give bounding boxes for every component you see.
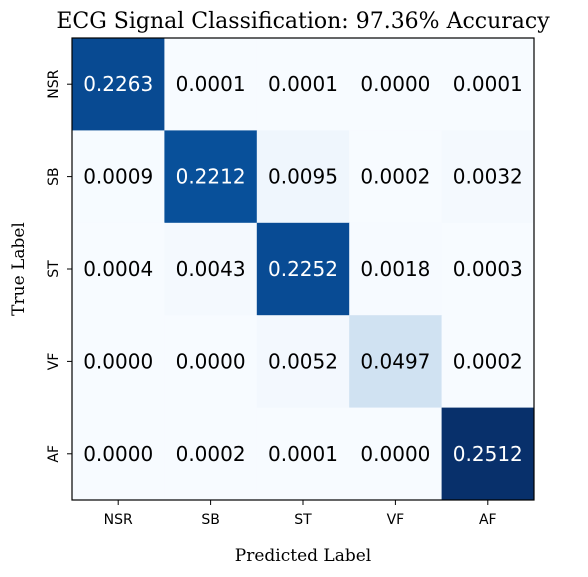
heatmap-cell-value: 0.0000 xyxy=(83,349,153,373)
heatmap-cell xyxy=(72,407,165,501)
heatmap-cell-value: 0.0001 xyxy=(176,72,246,96)
heatmap-cells xyxy=(72,38,535,501)
heatmap-cell-value: 0.0095 xyxy=(268,165,338,189)
heatmap-cell xyxy=(256,38,350,131)
heatmap-cell xyxy=(164,315,258,409)
heatmap-cell-value: 0.0001 xyxy=(268,442,338,466)
heatmap-cell-value: 0.2212 xyxy=(176,165,246,189)
y-tick-label: ST xyxy=(46,260,62,278)
heatmap-cell-value: 0.0000 xyxy=(360,72,430,96)
heatmap-cell xyxy=(72,130,165,224)
heatmap-cell-value: 0.2263 xyxy=(83,72,153,96)
x-tick-label: AF xyxy=(479,512,497,528)
heatmap-cell xyxy=(164,222,258,316)
x-axis-ticks: NSR SB ST VF AF xyxy=(104,500,497,528)
heatmap-cell-value: 0.0000 xyxy=(360,442,430,466)
heatmap-cell-value: 0.0000 xyxy=(83,442,153,466)
heatmap-cell xyxy=(164,130,258,224)
heatmap-cell-value: 0.0000 xyxy=(176,349,246,373)
heatmap-cell xyxy=(349,130,443,224)
heatmap-cell-value: 0.0003 xyxy=(453,257,523,281)
heatmap-cell-value: 0.0032 xyxy=(453,165,523,189)
x-tick-label: SB xyxy=(201,512,220,528)
x-axis-label: Predicted Label xyxy=(235,546,371,566)
heatmap-cell xyxy=(441,38,535,131)
x-tick-label: NSR xyxy=(104,512,133,528)
heatmap-cell-value: 0.0052 xyxy=(268,349,338,373)
x-tick-label: ST xyxy=(294,512,312,528)
y-tick-label: NSR xyxy=(46,69,62,98)
heatmap-cell xyxy=(441,222,535,316)
heatmap-cell-value: 0.0009 xyxy=(83,165,153,189)
chart-title: ECG Signal Classification: 97.36% Accura… xyxy=(56,9,550,34)
y-tick-label: SB xyxy=(46,167,62,186)
heatmap-cell-value: 0.0001 xyxy=(453,72,523,96)
y-tick-label: AF xyxy=(46,445,62,463)
y-tick-label: VF xyxy=(46,353,62,371)
heatmap-cell-value: 0.0002 xyxy=(176,442,246,466)
heatmap-cell-value: 0.0497 xyxy=(360,349,430,373)
heatmap-cell xyxy=(349,38,443,131)
heatmap-cell xyxy=(441,407,535,501)
heatmap-cell xyxy=(349,315,443,409)
x-tick-label: VF xyxy=(387,512,405,528)
heatmap-cell xyxy=(72,222,165,316)
heatmap-cell xyxy=(72,315,165,409)
heatmap-cell-value: 0.0018 xyxy=(360,257,430,281)
heatmap-cell xyxy=(256,315,350,409)
heatmap-cell xyxy=(349,222,443,316)
heatmap-cell xyxy=(164,407,258,501)
heatmap-cell-value: 0.0043 xyxy=(176,257,246,281)
heatmap-cell-value: 0.2512 xyxy=(453,442,523,466)
y-axis-label: True Label xyxy=(9,222,29,316)
heatmap-cell-value: 0.0004 xyxy=(83,257,153,281)
heatmap-cell xyxy=(441,130,535,224)
heatmap-cell xyxy=(441,315,535,409)
heatmap-cell xyxy=(72,38,165,131)
heatmap-cell xyxy=(349,407,443,501)
y-axis-ticks: NSR SB ST VF AF xyxy=(46,69,72,463)
heatmap-cell xyxy=(164,38,258,131)
heatmap-cell-value: 0.2252 xyxy=(268,257,338,281)
heatmap-cell-value: 0.0002 xyxy=(360,165,430,189)
heatmap-cell xyxy=(256,222,350,316)
heatmap-cell-labels: 0.2263 0.0001 0.0001 0.0000 0.0001 0.0009 0.22… xyxy=(83,72,523,466)
heatmap-cell xyxy=(256,407,350,501)
heatmap-cell-value: 0.0001 xyxy=(268,72,338,96)
heatmap-cell-value: 0.0002 xyxy=(453,349,523,373)
heatmap-cell xyxy=(256,130,350,224)
